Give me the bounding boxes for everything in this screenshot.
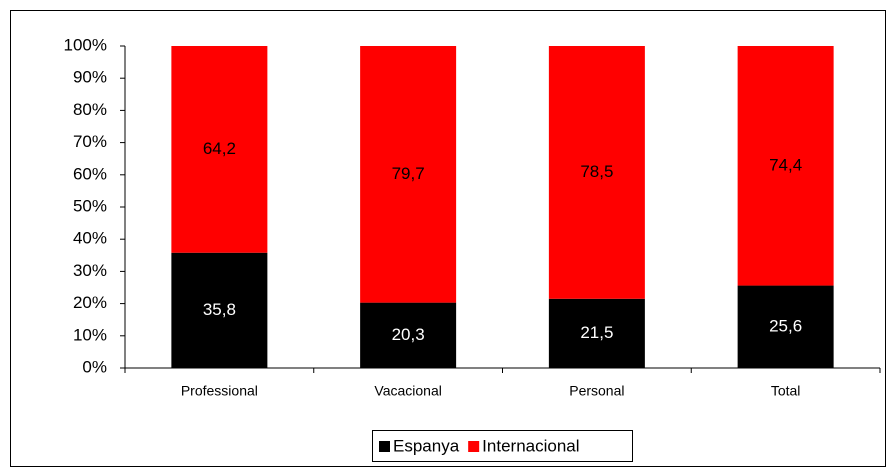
y-tick-label: 100%: [64, 35, 107, 54]
y-tick-label: 70%: [73, 132, 107, 151]
y-tick-label: 90%: [73, 68, 107, 87]
legend-swatch: [379, 441, 390, 452]
y-tick-label: 60%: [73, 164, 107, 183]
bar-segment: [548, 298, 645, 368]
data-label: 35,8: [203, 300, 236, 319]
bar-segment: [548, 46, 645, 299]
y-tick-label: 20%: [73, 293, 107, 312]
legend-label: Espanya: [393, 436, 460, 455]
data-label: 21,5: [580, 323, 613, 342]
bar-segment: [737, 285, 834, 368]
legend-swatch: [468, 441, 480, 452]
data-label: 20,3: [392, 325, 425, 344]
y-tick-label: 80%: [73, 100, 107, 119]
bar-segment: [737, 46, 834, 286]
data-label: 78,5: [580, 162, 613, 181]
y-tick-label: 10%: [73, 325, 107, 344]
data-label: 64,2: [203, 139, 236, 158]
data-label: 79,7: [392, 164, 425, 183]
bar-segment: [171, 252, 268, 368]
bar-segment: [360, 302, 457, 368]
legend-box: [372, 430, 633, 462]
data-label: 25,6: [769, 316, 802, 335]
legend-label: Internacional: [482, 436, 579, 455]
y-tick-label: 50%: [73, 196, 107, 215]
x-tick-label: Total: [771, 383, 801, 399]
bar-segment: [360, 46, 457, 303]
y-tick-label: 0%: [82, 357, 107, 376]
y-tick-label: 40%: [73, 229, 107, 248]
x-tick-label: Personal: [569, 383, 624, 399]
x-tick-label: Vacacional: [374, 383, 441, 399]
y-tick-label: 30%: [73, 261, 107, 280]
data-label: 74,4: [769, 155, 802, 174]
x-tick-label: Professional: [181, 383, 258, 399]
bar-segment: [171, 46, 268, 253]
